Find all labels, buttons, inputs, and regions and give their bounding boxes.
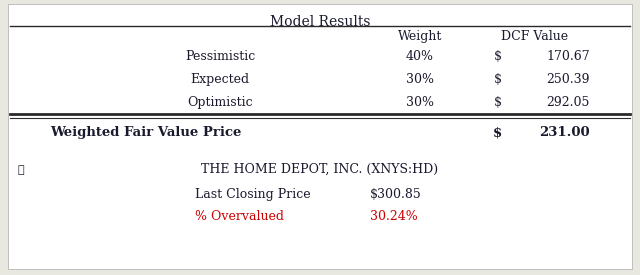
Text: ⛪: ⛪ [18,165,24,175]
Text: % Overvalued: % Overvalued [195,210,284,223]
Text: DCF Value: DCF Value [501,30,568,43]
Text: $: $ [494,96,502,109]
Text: $: $ [494,50,502,63]
Text: 250.39: 250.39 [547,73,590,86]
FancyBboxPatch shape [8,4,632,269]
Text: 40%: 40% [406,50,434,63]
Text: 292.05: 292.05 [547,96,590,109]
Text: Last Closing Price: Last Closing Price [195,188,310,201]
Text: $300.85: $300.85 [370,188,422,201]
Text: 30%: 30% [406,96,434,109]
Text: Optimistic: Optimistic [187,96,253,109]
Text: $: $ [494,73,502,86]
Text: Pessimistic: Pessimistic [185,50,255,63]
Text: 30.24%: 30.24% [370,210,418,223]
Text: 170.67: 170.67 [547,50,590,63]
Text: Expected: Expected [191,73,250,86]
Text: Weight: Weight [398,30,442,43]
Text: Weighted Fair Value Price: Weighted Fair Value Price [50,126,241,139]
Text: THE HOME DEPOT, INC. (XNYS:HD): THE HOME DEPOT, INC. (XNYS:HD) [202,163,438,176]
Text: Model Results: Model Results [269,15,371,29]
Text: 30%: 30% [406,73,434,86]
Text: $: $ [493,126,502,139]
Text: 231.00: 231.00 [540,126,590,139]
